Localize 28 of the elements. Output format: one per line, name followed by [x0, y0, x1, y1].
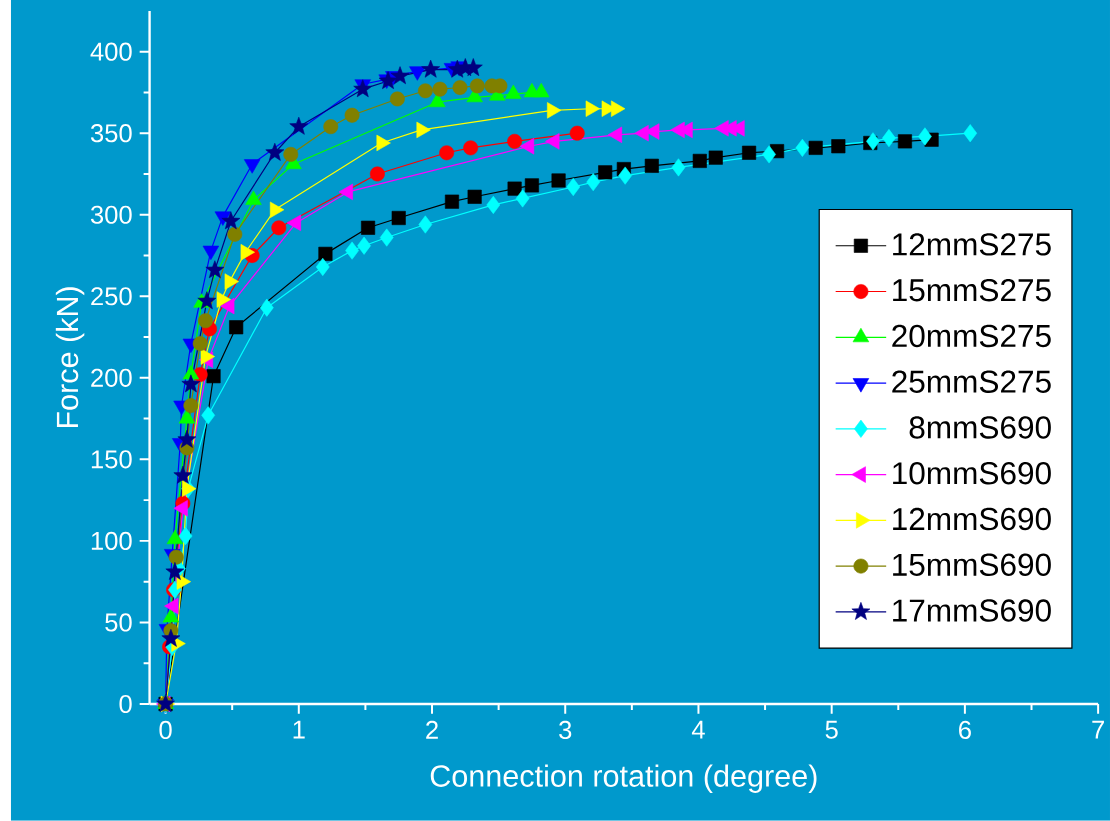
y-tick-label: 350	[90, 124, 132, 143]
y-tick-label: 200	[91, 368, 132, 387]
x-tick-label: 0	[159, 720, 172, 740]
y-tick-label: 50	[105, 613, 132, 632]
y-tick-label: 400	[90, 42, 132, 61]
legend-label: 20mmS275	[892, 324, 1051, 348]
legend-label: 25mmS275	[892, 370, 1051, 393]
x-tick-label: 5	[825, 720, 838, 739]
x-axis-title: Connection rotation (degree)	[430, 764, 817, 794]
y-tick-label: 250	[91, 287, 132, 306]
y-tick-label: 300	[90, 205, 132, 224]
legend-label: 12mmS690	[893, 507, 1051, 531]
y-tick-label: 100	[91, 531, 132, 551]
x-tick-label: 2	[426, 720, 438, 739]
legend-label: 8mmS690	[909, 416, 1051, 439]
x-tick-label: 1	[293, 720, 305, 739]
y-axis-title: Force (kN)	[55, 287, 85, 428]
x-tick-label: 7	[1092, 720, 1104, 739]
x-tick-label: 3	[559, 720, 572, 740]
legend-label: 15mmS275	[893, 279, 1051, 302]
legend-label: 10mmS690	[893, 462, 1051, 485]
x-tick-label: 6	[959, 720, 971, 740]
legend-label: 15mmS690	[893, 553, 1051, 577]
legend-label: 12mmS275	[893, 233, 1051, 256]
y-tick-label: 0	[119, 694, 132, 714]
legend-label: 17mmS690	[893, 599, 1051, 622]
y-tick-label: 150	[91, 450, 132, 469]
x-tick-label: 4	[691, 720, 705, 739]
